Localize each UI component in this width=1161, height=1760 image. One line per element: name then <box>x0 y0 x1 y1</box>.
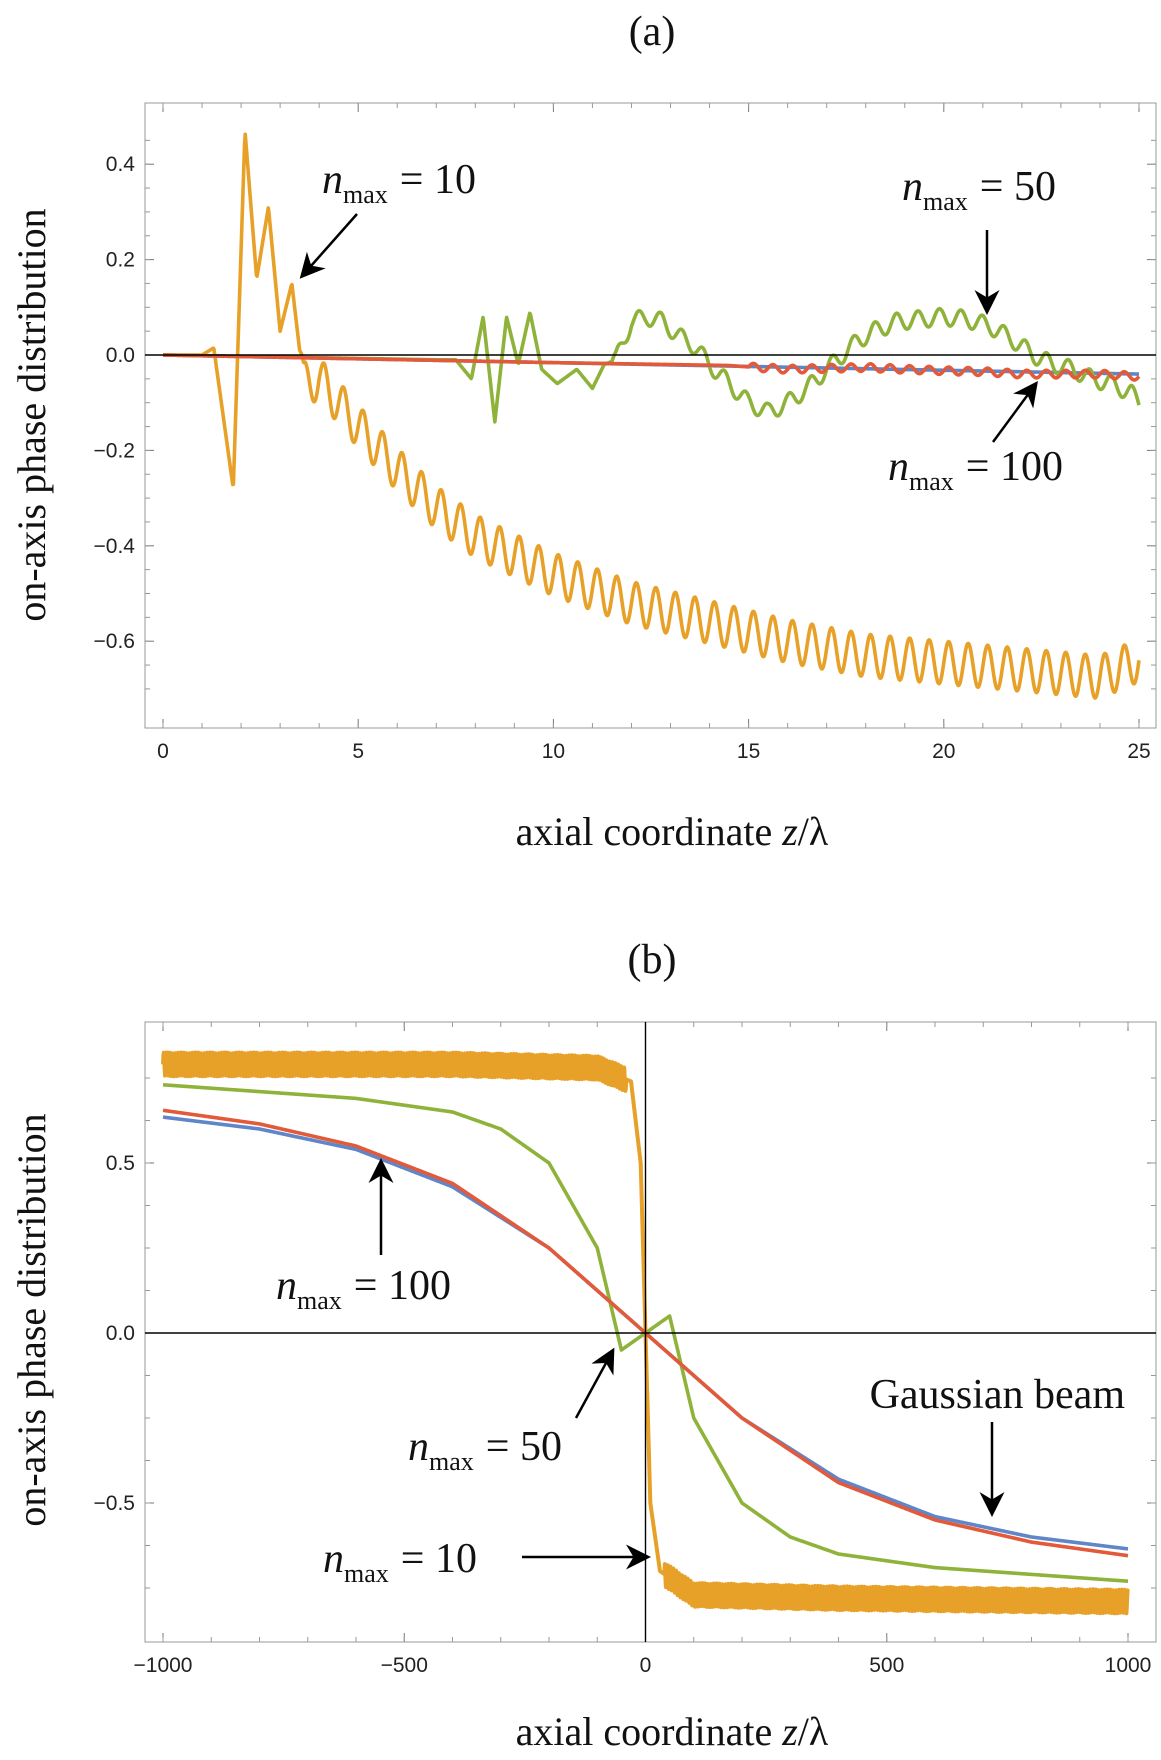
panel-a-label: (a) <box>629 9 676 55</box>
x-tick-label: 1000 <box>1105 1654 1152 1677</box>
svg-text:nmax= 100: nmax = 100 <box>276 1263 451 1315</box>
svg-text:nmax= 50: nmax = 50 <box>902 164 1056 216</box>
panel-b-ticks: −1000 −500 0 500 1000 0.5 0.0 −0.5 <box>94 1022 1156 1677</box>
panel-a-series <box>161 132 1141 700</box>
x-tick-label: 0 <box>640 1654 652 1677</box>
x-tick-label: −500 <box>381 1654 428 1677</box>
panel-b-xlabel: axial coordinate z/λ <box>516 1709 829 1754</box>
x-tick-label: 0 <box>157 740 169 763</box>
svg-text:nmax= 50: nmax = 50 <box>408 1424 562 1476</box>
arrow-b-nmax50 <box>574 1347 615 1419</box>
x-tick-label: 10 <box>542 740 565 763</box>
series-line-n-max-10 <box>161 132 1141 700</box>
svg-text:nmax= 10: nmax = 10 <box>323 1536 477 1588</box>
y-tick-label: −0.6 <box>94 630 135 653</box>
panel-a: (a) 0 5 10 15 20 25 0.4 0.2 0.0 −0.2 −0.4 −0.6 on-a… <box>9 9 1157 854</box>
y-tick-label: 0.2 <box>106 249 135 272</box>
series-line-n-max-100 <box>161 353 1141 382</box>
panel-a-frame <box>144 102 1157 729</box>
x-tick-label: 15 <box>737 740 760 763</box>
y-tick-label: −0.5 <box>94 1492 135 1515</box>
panel-b-ylabel: on-axis phase distribution <box>9 1113 54 1526</box>
panel-a-xlabel: axial coordinate z/λ <box>516 809 829 854</box>
y-tick-label: 0.5 <box>106 1152 135 1175</box>
x-tick-label: −1000 <box>134 1654 193 1677</box>
annot-b-nmax50: nmax = 50 <box>408 1347 615 1476</box>
x-tick-label: 500 <box>869 1654 904 1677</box>
y-tick-label: 0.0 <box>106 1322 135 1345</box>
x-tick-label: 25 <box>1127 740 1150 763</box>
annot-b-gaussian: Gaussian beam <box>870 1372 1126 1517</box>
svg-text:nmax= 10: nmax = 10 <box>322 157 476 209</box>
y-tick-label: 0.0 <box>106 344 135 367</box>
y-tick-label: −0.2 <box>94 439 135 462</box>
y-tick-label: 0.4 <box>106 153 136 176</box>
panel-b-frame <box>144 1021 1157 1643</box>
annot-a-nmax10: nmax = 10 <box>299 157 476 279</box>
annot-a-nmax50: nmax = 50 <box>902 164 1056 315</box>
panel-b: (b) −1000 −500 0 500 1000 0.5 0.0 −0.5 on-axis … <box>9 937 1157 1754</box>
panel-b-label: (b) <box>628 937 677 983</box>
y-tick-label: −0.4 <box>94 535 136 558</box>
panel-a-ticks: 0 5 10 15 20 25 0.4 0.2 0.0 −0.2 −0.4 −0.6 <box>94 103 1156 763</box>
arrow-a-nmax100 <box>991 380 1038 443</box>
x-tick-label: 20 <box>932 740 955 763</box>
annot-a-nmax100: nmax = 100 <box>888 380 1063 496</box>
annot-b-nmax100: nmax = 100 <box>276 1158 451 1315</box>
svg-text:Gaussian beam: Gaussian beam <box>870 1372 1126 1418</box>
x-tick-label: 5 <box>352 740 364 763</box>
panel-a-ylabel: on-axis phase distribution <box>9 208 54 621</box>
arrow-a-nmax10 <box>299 213 358 279</box>
svg-text:nmax= 100: nmax = 100 <box>888 444 1063 496</box>
annot-b-nmax10: nmax = 10 <box>323 1536 651 1588</box>
